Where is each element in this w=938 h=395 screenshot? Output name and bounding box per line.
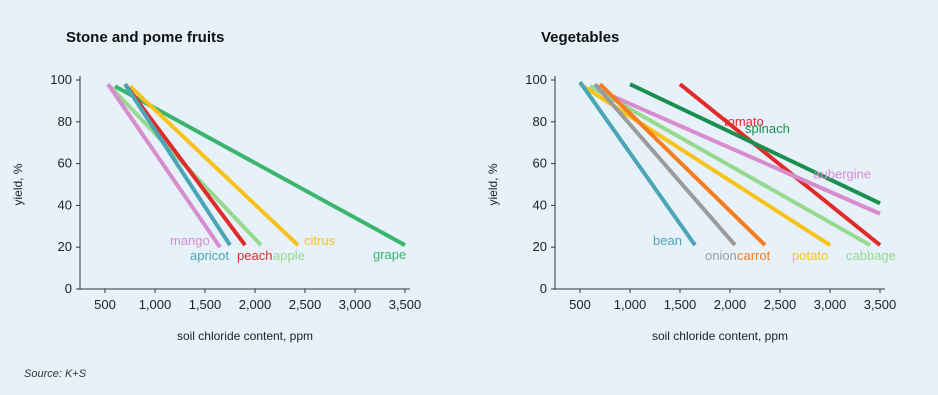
series-line-peach: [123, 82, 247, 247]
series-line-aubergine: [589, 84, 881, 216]
y-tick-label: 40: [533, 197, 547, 212]
x-tick-label: 3,000: [339, 297, 372, 312]
y-tick-label: 60: [58, 156, 72, 171]
series-line-cabbage: [589, 84, 871, 247]
chart-title: Stone and pome fruits: [66, 29, 224, 46]
series-label-citrus: citrus: [304, 233, 336, 248]
series-label-spinach: spinach: [745, 121, 790, 136]
series-line-potato: [578, 82, 832, 247]
y-tick-label: 20: [58, 239, 72, 254]
x-tick-label: 2,500: [764, 297, 797, 312]
chart-panel-fruits: Stone and pome fruits 0 20 40 60 80 100 500 1,00…: [11, 29, 421, 343]
series-label-cabbage: cabbage: [846, 248, 896, 263]
x-tick-label: 1,500: [189, 297, 222, 312]
y-tick-label: 80: [58, 114, 72, 129]
series-label-peach: peach: [237, 248, 272, 263]
y-tick-label: 80: [533, 114, 547, 129]
x-tick-label: 500: [569, 297, 591, 312]
series-label-bean: bean: [653, 233, 682, 248]
x-axis-label: soil chloride content, ppm: [652, 329, 788, 343]
series-line-apricot: [123, 83, 232, 247]
series-label-grape: grape: [373, 247, 406, 262]
x-tick-label: 1,000: [614, 297, 647, 312]
series-line-grape: [114, 84, 406, 247]
series-line-carrot: [598, 82, 767, 247]
series-line-tomato: [678, 82, 882, 247]
y-tick-label: 20: [533, 239, 547, 254]
y-axis-label: yield, %: [11, 163, 25, 205]
x-tick-label: 3,500: [864, 297, 897, 312]
y-tick-label: 100: [525, 72, 547, 87]
series-label-apple: apple: [273, 248, 305, 263]
series-line-citrus: [128, 84, 300, 247]
x-tick-label: 500: [94, 297, 116, 312]
chart-title: Vegetables: [541, 29, 619, 46]
series-label-tomato: tomato: [724, 114, 764, 129]
x-tick-label: 2,000: [239, 297, 272, 312]
x-tick-label: 3,500: [389, 297, 422, 312]
y-tick-label: 0: [65, 281, 72, 296]
series-label-potato: potato: [792, 248, 828, 263]
series-label-apricot: apricot: [190, 248, 229, 263]
source-note: Source: K+S: [24, 368, 87, 380]
x-tick-label: 2,000: [714, 297, 747, 312]
series-line-mango: [106, 83, 222, 249]
series-line-spinach: [629, 82, 881, 206]
y-tick-label: 60: [533, 156, 547, 171]
series-label-aubergine: aubergine: [813, 166, 871, 181]
series-label-mango: mango: [170, 233, 210, 248]
series-label-carrot: carrot: [737, 248, 771, 263]
series-line-onion: [593, 82, 737, 247]
series-label-onion: onion: [705, 248, 737, 263]
y-tick-label: 100: [50, 72, 72, 87]
y-tick-label: 40: [58, 197, 72, 212]
series-line-bean: [578, 80, 697, 247]
y-axis-label: yield, %: [486, 163, 500, 205]
chart-panel-vegetables: Vegetables 0 20 40 60 80 100 500 1,000 1,500 2,000…: [486, 29, 896, 343]
x-tick-label: 1,000: [139, 297, 172, 312]
y-tick-label: 0: [540, 281, 547, 296]
x-tick-label: 1,500: [664, 297, 697, 312]
x-tick-label: 2,500: [289, 297, 322, 312]
x-tick-label: 3,000: [814, 297, 847, 312]
x-axis-label: soil chloride content, ppm: [177, 329, 313, 343]
